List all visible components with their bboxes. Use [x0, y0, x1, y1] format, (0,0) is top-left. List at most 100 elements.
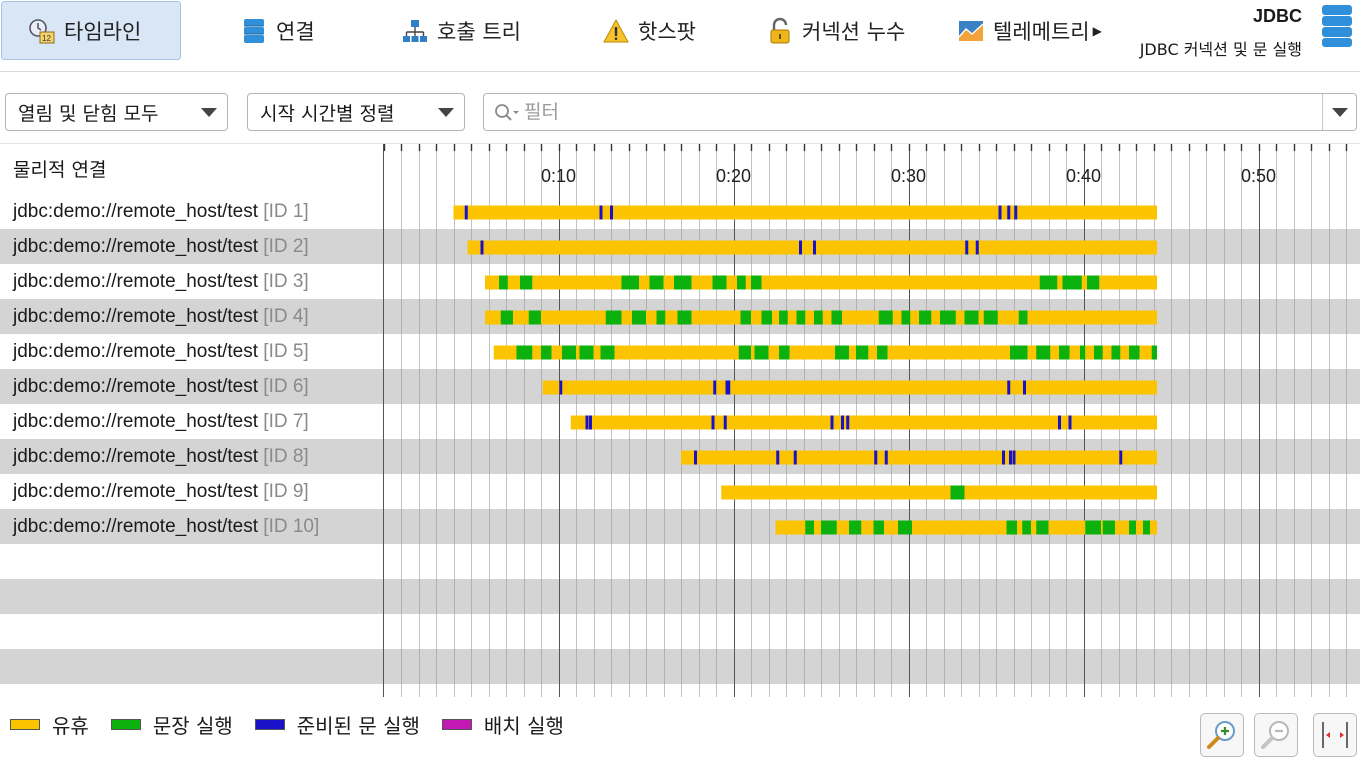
sort-select[interactable]: 시작 시간별 정렬	[247, 93, 465, 131]
fit-width-button[interactable]	[1313, 713, 1357, 757]
tab-timeline[interactable]: 12 타임라인	[1, 1, 181, 60]
svg-text:12: 12	[42, 34, 51, 43]
prepared-statement-segment	[998, 205, 1002, 220]
toolbar-divider	[0, 71, 1360, 72]
axis-tick-label: 0:30	[891, 166, 926, 186]
prepared-statement-segment	[1012, 450, 1016, 465]
timeline-chart[interactable]: 0:10 0:20 0:30 0:40 0:50	[383, 144, 1360, 697]
statement-execution-segment	[516, 345, 533, 360]
prepared-statement-segment	[1007, 205, 1011, 220]
prepared-statement-segment	[874, 450, 878, 465]
statement-execution-segment	[878, 310, 893, 325]
connection-url: jdbc:demo://remote_host/test	[13, 516, 259, 537]
prepared-statement-segment	[846, 415, 850, 430]
statement-execution-segment	[796, 310, 806, 325]
tab-connections[interactable]: 연결	[240, 1, 315, 60]
statement-execution-segment	[528, 310, 541, 325]
filter-history-dropdown[interactable]	[1322, 94, 1356, 130]
statement-execution-segment	[1087, 275, 1100, 290]
chevron-down-icon	[438, 108, 454, 117]
statement-execution-segment	[1102, 520, 1115, 535]
filter-divider	[0, 143, 1360, 144]
statement-execution-segment	[754, 345, 769, 360]
tab-label: 텔레메트리	[993, 19, 1090, 44]
connection-row[interactable]: jdbc:demo://remote_host/test [ID 6]	[13, 369, 309, 404]
prepared-statement-segment	[464, 205, 468, 220]
connection-row[interactable]: jdbc:demo://remote_host/test [ID 1]	[13, 194, 309, 229]
filter-input[interactable]	[524, 98, 1304, 126]
connection-url: jdbc:demo://remote_host/test	[13, 376, 259, 397]
statement-execution-segment	[1018, 310, 1028, 325]
tab-call-tree[interactable]: 호출 트리	[401, 1, 521, 60]
lock-open-icon	[766, 17, 794, 45]
statement-execution-segment	[499, 275, 508, 290]
tab-label: 커넥션 누수	[802, 19, 906, 44]
open-close-filter-value: 열림 및 닫힘 모두	[18, 102, 159, 125]
prepared-statement-segment	[841, 415, 844, 430]
statement-execution-segment	[656, 310, 666, 325]
prepared-statement-segment	[723, 415, 727, 430]
tab-hotspots[interactable]: 핫스팟	[602, 1, 696, 60]
connection-url: jdbc:demo://remote_host/test	[13, 271, 259, 292]
connection-row[interactable]: jdbc:demo://remote_host/test [ID 7]	[13, 404, 309, 439]
prepared-statement-segment	[813, 240, 816, 255]
legend-item: 준비된 문 실행	[254, 710, 420, 739]
statement-execution-segment	[751, 275, 762, 290]
axis-tick-label: 0:50	[1241, 166, 1276, 186]
prepared-statement-segment	[1058, 415, 1061, 430]
connection-row[interactable]: jdbc:demo://remote_host/test [ID 4]	[13, 299, 309, 334]
fit-width-icon	[1322, 722, 1348, 748]
connection-row[interactable]: jdbc:demo://remote_host/test [ID 2]	[13, 229, 309, 264]
zoom-out-button[interactable]	[1254, 713, 1298, 757]
statement-execution-segment	[738, 345, 751, 360]
statement-execution-segment	[831, 310, 842, 325]
prepared-statement-segment	[776, 450, 780, 465]
statement-execution-segment	[737, 275, 746, 290]
statement-execution-segment	[520, 275, 533, 290]
prepared-statement-segment	[1009, 450, 1012, 465]
connection-row[interactable]: jdbc:demo://remote_host/test [ID 9]	[13, 474, 309, 509]
tab-connection-leaks[interactable]: 커넥션 누수	[766, 1, 905, 60]
connection-id: [ID 4]	[263, 306, 309, 327]
statement-execution-segment	[605, 310, 622, 325]
legend-label: 준비된 문 실행	[296, 713, 420, 738]
legend-swatch	[110, 718, 141, 730]
idle-bar	[467, 240, 1157, 255]
connection-row[interactable]: jdbc:demo://remote_host/test [ID 8]	[13, 439, 309, 474]
axis-tick-label: 0:20	[716, 166, 751, 186]
statement-execution-segment	[873, 520, 884, 535]
prepared-statement-segment	[727, 380, 731, 395]
connection-row[interactable]: jdbc:demo://remote_host/test [ID 5]	[13, 334, 309, 369]
statement-execution-segment	[805, 520, 814, 535]
legend-item: 문장 실행	[110, 710, 233, 739]
connection-url: jdbc:demo://remote_host/test	[13, 481, 259, 502]
search-icon[interactable]	[494, 103, 520, 123]
connection-id: [ID 3]	[263, 271, 309, 292]
prepared-statement-segment	[599, 205, 603, 220]
connection-row[interactable]: jdbc:demo://remote_host/test [ID 10]	[13, 509, 319, 544]
statement-execution-segment	[600, 345, 615, 360]
connection-id: [ID 5]	[263, 341, 309, 362]
tab-telemetry[interactable]: 텔레메트리 ▶	[957, 1, 1102, 60]
statement-execution-segment	[1036, 520, 1049, 535]
prepared-statement-segment	[1002, 450, 1005, 465]
statement-execution-segment	[541, 345, 552, 360]
statement-execution-segment	[940, 310, 956, 325]
statement-execution-segment	[1059, 345, 1070, 360]
statement-execution-segment	[761, 310, 772, 325]
zoom-in-button[interactable]	[1200, 713, 1244, 757]
prepared-statement-segment	[610, 205, 613, 220]
statement-execution-segment	[1151, 345, 1157, 360]
filter-search-box	[483, 93, 1357, 131]
prepared-statement-segment	[884, 450, 888, 465]
open-close-filter-select[interactable]: 열림 및 닫힘 모두	[5, 93, 228, 131]
more-tabs-arrow-icon[interactable]: ▶	[1092, 23, 1102, 38]
tab-label: 호출 트리	[437, 19, 521, 44]
connection-id: [ID 6]	[263, 376, 309, 397]
connection-row[interactable]: jdbc:demo://remote_host/test [ID 3]	[13, 264, 309, 299]
page-title: JDBC	[1252, 6, 1302, 26]
telemetry-icon	[957, 17, 985, 45]
statement-execution-segment	[877, 345, 888, 360]
prepared-statement-segment	[694, 450, 697, 465]
statement-execution-segment	[621, 275, 639, 290]
